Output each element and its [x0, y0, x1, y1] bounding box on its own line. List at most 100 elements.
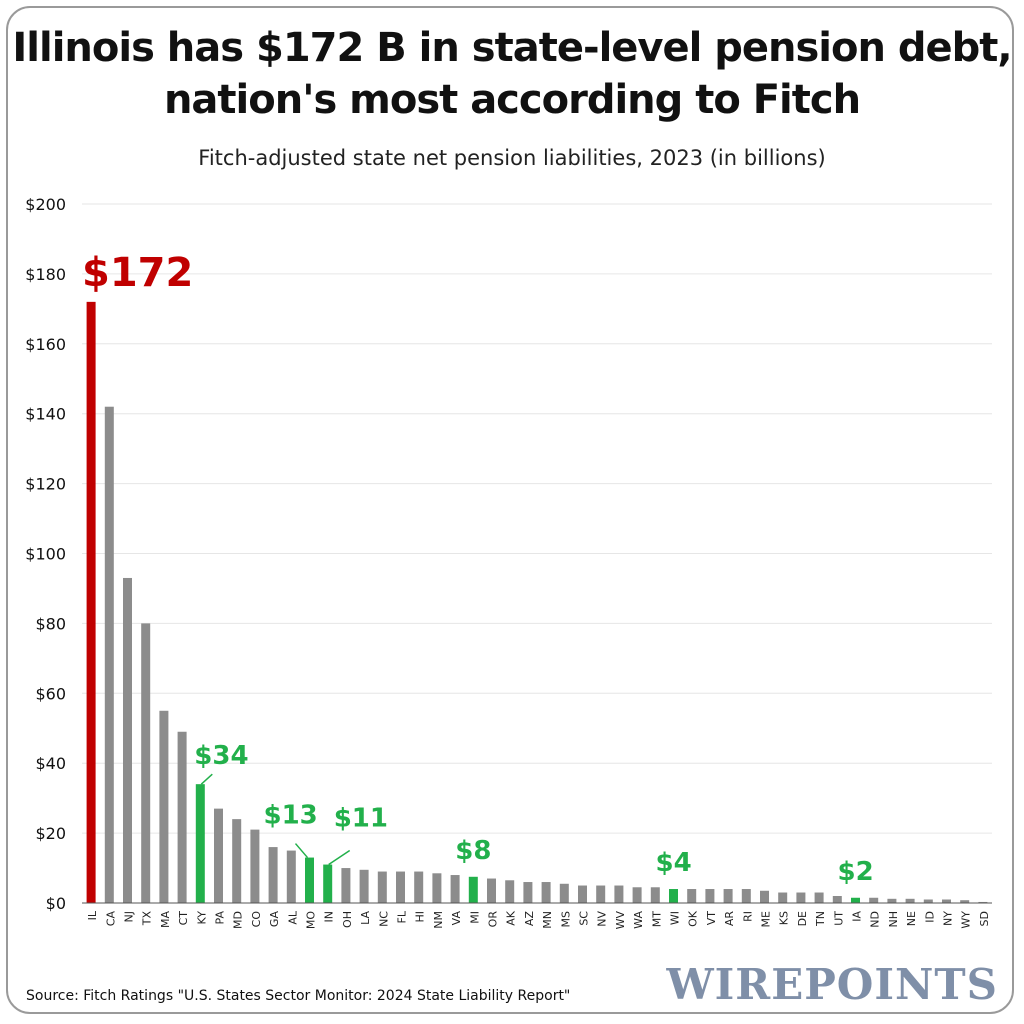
- x-tick-label: VT: [705, 911, 718, 926]
- x-tick-label: WY: [960, 911, 973, 929]
- bar-ar: [723, 889, 733, 903]
- bar-sc: [578, 885, 587, 903]
- x-tick-label: OK: [687, 910, 700, 927]
- x-tick-label: NE: [905, 911, 918, 926]
- x-tick-label: CO: [250, 911, 263, 928]
- x-tick-label: PA: [214, 911, 227, 925]
- bar-ms: [559, 883, 569, 903]
- bar-mt: [650, 887, 660, 903]
- chart-title-line-1: Illinois has $172 B in state-level pensi…: [12, 25, 1012, 71]
- x-tick-label: MN: [541, 911, 554, 929]
- bar-oh: [341, 868, 351, 903]
- data-label-il: $172: [82, 250, 193, 296]
- bar-me: [760, 890, 769, 903]
- x-tick-label: HI: [414, 911, 427, 923]
- bar-nv: [596, 885, 606, 903]
- bar-in: [323, 864, 333, 903]
- bar-or: [487, 878, 496, 903]
- bar-ca: [104, 406, 114, 903]
- x-tick-label: SD: [978, 911, 991, 926]
- x-tick-label: KY: [195, 911, 208, 925]
- bar-md: [232, 819, 242, 903]
- x-tick-label: MT: [650, 911, 663, 927]
- label-leader-mo: [294, 843, 309, 859]
- x-tick-label: CA: [104, 911, 117, 927]
- y-tick-label: $100: [25, 545, 66, 564]
- chart-title-line-2: nation's most according to Fitch: [163, 77, 861, 123]
- chart-title: Illinois has $172 B in state-level pensi…: [0, 22, 1024, 126]
- x-tick-label: ME: [760, 911, 773, 927]
- bar-hi: [414, 871, 424, 903]
- bar-ma: [159, 710, 169, 903]
- y-tick-label: $0: [46, 894, 66, 913]
- bar-wv: [614, 885, 624, 903]
- bar-ut: [832, 896, 842, 903]
- bar-ky: [195, 784, 205, 903]
- label-leader-ky: [200, 773, 213, 785]
- x-tick-label: NC: [377, 911, 390, 927]
- bar-va: [450, 875, 460, 903]
- bar-ok: [687, 889, 697, 903]
- label-leader-in: [328, 849, 351, 866]
- y-tick-label: $40: [35, 754, 66, 773]
- x-tick-label: TX: [141, 911, 154, 927]
- bar-co: [250, 829, 260, 903]
- bar-id: [923, 899, 933, 903]
- bar-nd: [869, 897, 879, 903]
- data-label-ky: $34: [194, 741, 248, 771]
- bar-ne: [905, 898, 915, 903]
- y-tick-label: $180: [25, 265, 66, 284]
- bar-de: [796, 892, 806, 903]
- x-tick-label: GA: [268, 911, 281, 928]
- x-tick-label: MO: [305, 911, 318, 929]
- x-tick-label: CT: [177, 911, 190, 926]
- x-tick-label: UT: [832, 911, 845, 926]
- bar-ks: [778, 892, 788, 903]
- x-tick-label: RI: [741, 911, 754, 922]
- x-tick-label: AK: [505, 910, 518, 926]
- x-tick-label: TN: [814, 911, 827, 927]
- x-tick-label: WV: [614, 911, 627, 930]
- y-tick-label: $160: [25, 335, 66, 354]
- data-label-in: $11: [334, 804, 388, 834]
- bar-mn: [541, 882, 551, 903]
- data-label-mi: $8: [455, 836, 491, 866]
- x-tick-label: AL: [286, 910, 299, 925]
- x-tick-label: ID: [923, 911, 936, 923]
- bar-nc: [377, 871, 387, 903]
- x-tick-label: LA: [359, 911, 372, 925]
- x-tick-label: KS: [778, 911, 791, 925]
- x-tick-label: IA: [851, 911, 864, 922]
- bar-tn: [814, 892, 824, 903]
- bar-ct: [177, 731, 187, 903]
- x-tick-label: NM: [432, 911, 445, 929]
- x-tick-label: IN: [323, 911, 336, 922]
- bar-tx: [141, 623, 151, 903]
- bar-ga: [268, 847, 278, 903]
- chart-card: [6, 6, 1014, 1014]
- bar-mi: [468, 876, 478, 903]
- x-tick-label: MD: [232, 911, 245, 929]
- x-tick-label: FL: [396, 910, 409, 923]
- chart-subtitle: Fitch-adjusted state net pension liabili…: [198, 146, 826, 170]
- data-label-mo: $13: [264, 801, 318, 831]
- bar-ak: [505, 880, 515, 903]
- bar-vt: [705, 889, 715, 903]
- bar-nh: [887, 898, 897, 903]
- x-tick-label: DE: [796, 911, 809, 926]
- y-tick-label: $140: [25, 405, 66, 424]
- bar-wi: [669, 889, 678, 903]
- bar-pa: [214, 808, 223, 903]
- bar-mo: [305, 857, 314, 903]
- x-tick-label: WA: [632, 911, 645, 929]
- x-tick-label: NH: [887, 911, 900, 928]
- data-label-wi: $4: [656, 848, 692, 878]
- bar-fl: [396, 871, 405, 903]
- bar-il: [86, 301, 96, 903]
- bar-la: [359, 869, 369, 903]
- bar-wa: [632, 887, 642, 903]
- x-tick-label: NY: [942, 911, 955, 926]
- y-tick-label: $20: [35, 824, 66, 843]
- x-tick-label: WI: [669, 911, 682, 925]
